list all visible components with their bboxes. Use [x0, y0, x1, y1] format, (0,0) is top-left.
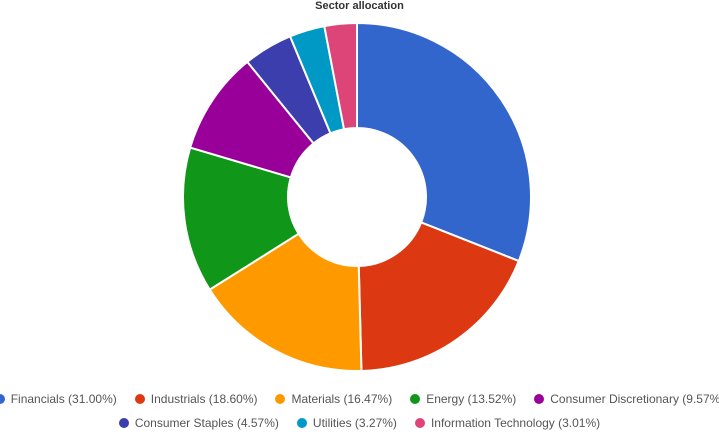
- slice-materials[interactable]: [208, 232, 363, 372]
- legend-item-industrials[interactable]: Industrials (18.60%): [134, 392, 258, 406]
- legend-item-financials[interactable]: Financials (31.00%): [0, 392, 117, 406]
- slice-financials[interactable]: [356, 21, 532, 263]
- legend-item-consumer-discretionary[interactable]: Consumer Discretionary (9.57%): [534, 392, 719, 406]
- legend-label: Consumer Staples (4.57%): [134, 416, 279, 430]
- legend-item-materials[interactable]: Materials (16.47%): [275, 392, 392, 406]
- legend-label: Consumer Discretionary (9.57%): [550, 392, 719, 406]
- legend-marker-icon: [410, 394, 421, 404]
- legend-label: Financials (31.00%): [10, 392, 117, 406]
- legend-label: Information Technology (3.01%): [430, 416, 601, 430]
- legend-label: Energy (13.52%): [426, 392, 517, 406]
- legend-item-information-technology[interactable]: Information Technology (3.01%): [414, 416, 601, 430]
- legend-item-energy[interactable]: Energy (13.52%): [410, 392, 516, 406]
- legend-label: Industrials (18.60%): [150, 392, 258, 406]
- legend-marker-icon: [275, 394, 286, 404]
- donut-chart: [182, 21, 532, 372]
- legend-item-consumer-staples[interactable]: Consumer Staples (4.57%): [118, 416, 279, 430]
- slice-energy[interactable]: [182, 146, 300, 292]
- legend-marker-icon: [118, 418, 129, 428]
- slice-industrials[interactable]: [357, 221, 521, 372]
- legend-item-utilities[interactable]: Utilities (3.27%): [296, 416, 397, 430]
- legend-marker-icon: [0, 394, 5, 404]
- slice-information-technology[interactable]: [323, 21, 358, 131]
- legend-marker-icon: [296, 418, 307, 428]
- donut-slices: [182, 21, 532, 372]
- legend-marker-icon: [414, 418, 425, 428]
- chart-title: Sector allocation: [315, 0, 404, 12]
- legend-marker-icon: [534, 394, 545, 404]
- legend-row-1: Financials (31.00%) Industrials (18.60%) M…: [0, 392, 719, 406]
- legend-label: Utilities (3.27%): [312, 416, 397, 430]
- legend-marker-icon: [134, 394, 145, 404]
- legend-row-2: Consumer Staples (4.57%) Utilities (3.27%…: [0, 416, 719, 430]
- legend-label: Materials (16.47%): [291, 392, 393, 406]
